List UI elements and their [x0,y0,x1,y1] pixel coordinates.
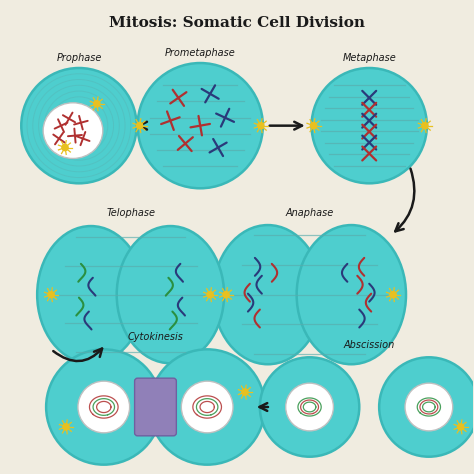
Circle shape [207,292,213,298]
Ellipse shape [213,225,322,364]
Ellipse shape [37,226,145,363]
Circle shape [94,100,100,107]
Text: Metaphase: Metaphase [342,53,396,63]
Ellipse shape [182,381,233,433]
Circle shape [62,145,68,151]
Circle shape [260,357,359,457]
Text: Abscission: Abscission [344,340,395,350]
Text: Prophase: Prophase [56,53,101,63]
Circle shape [310,122,317,129]
Circle shape [63,424,69,430]
Ellipse shape [286,383,333,431]
Circle shape [48,292,54,298]
Ellipse shape [78,381,129,433]
Ellipse shape [117,226,224,363]
Circle shape [137,122,143,129]
Ellipse shape [405,383,453,431]
Text: Mitosis: Somatic Cell Division: Mitosis: Somatic Cell Division [109,16,365,30]
Circle shape [379,357,474,457]
Text: Prometaphase: Prometaphase [165,48,236,58]
Circle shape [137,63,263,188]
Text: Anaphase: Anaphase [285,208,334,218]
Circle shape [258,122,264,129]
Text: Telophase: Telophase [106,208,155,218]
Circle shape [390,292,396,298]
Circle shape [242,389,248,395]
Circle shape [46,349,162,465]
Circle shape [21,68,137,183]
Ellipse shape [297,225,406,364]
Circle shape [223,292,229,298]
FancyBboxPatch shape [135,378,176,436]
Ellipse shape [43,103,103,158]
Circle shape [422,122,428,129]
Circle shape [149,349,265,465]
Text: Cytokinesis: Cytokinesis [128,332,183,342]
Circle shape [457,424,464,430]
Circle shape [311,68,427,183]
